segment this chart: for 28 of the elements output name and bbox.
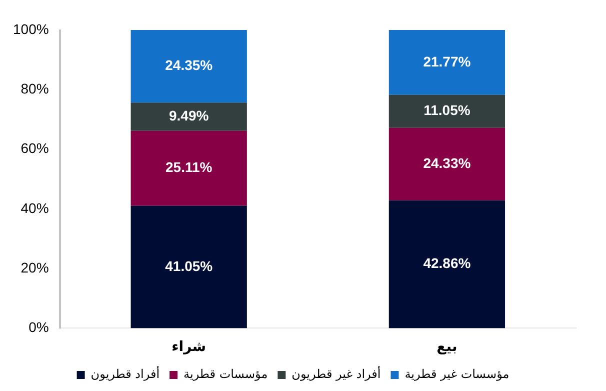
legend-label: مؤسسات قطرية xyxy=(184,367,268,382)
data-label: 11.05% xyxy=(424,102,471,118)
x-tick-label: شراء xyxy=(172,339,206,356)
x-tick-label: بيع xyxy=(436,339,458,356)
data-label: 25.11% xyxy=(165,159,213,176)
data-label: 24.35% xyxy=(165,57,214,74)
y-tick-label: 60% xyxy=(20,140,49,156)
y-tick-label: 100% xyxy=(12,20,49,37)
bar xyxy=(388,200,506,328)
y-tick-label: 80% xyxy=(20,80,49,96)
bar xyxy=(388,30,506,95)
bar xyxy=(130,102,247,131)
data-label: 24.33% xyxy=(423,154,472,171)
bar xyxy=(388,128,506,200)
data-label: 9.49% xyxy=(169,108,210,124)
data-label: 41.05% xyxy=(165,258,214,274)
data-label: 42.86% xyxy=(423,255,472,272)
legend-label: أفراد قطريون xyxy=(90,366,160,382)
y-tick-label: 0% xyxy=(28,319,49,336)
bar xyxy=(130,130,247,206)
legend-label: أفراد غير قطريون xyxy=(292,366,381,382)
legend-label: مؤسسات غير قطرية xyxy=(404,367,510,382)
bar xyxy=(388,94,506,128)
bar xyxy=(130,206,247,328)
data-label: 21.77% xyxy=(423,53,472,70)
y-tick-label: 20% xyxy=(20,259,49,276)
y-tick-label: 40% xyxy=(20,200,49,216)
bar xyxy=(130,30,247,103)
